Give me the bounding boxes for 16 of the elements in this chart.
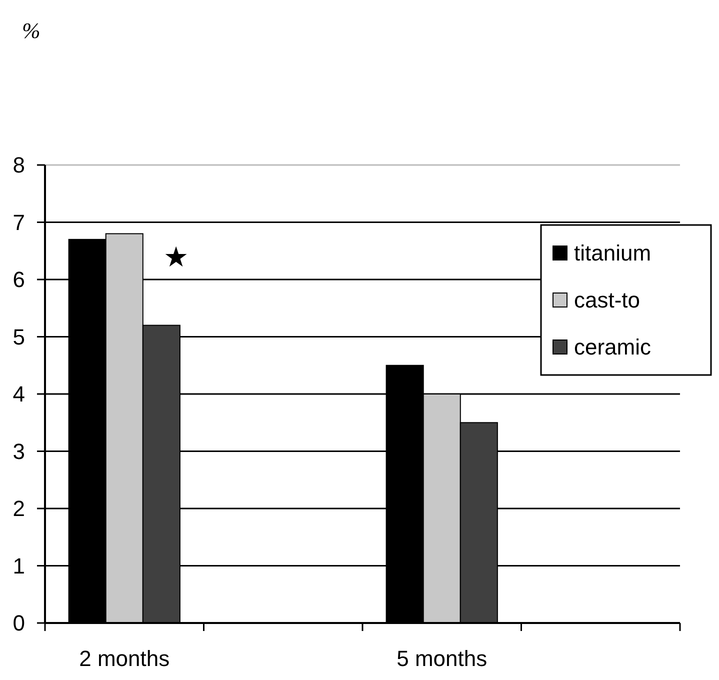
y-tick-label: 0: [12, 610, 25, 636]
annotation: ★: [163, 240, 189, 274]
legend-label: titanium: [574, 240, 652, 266]
y-tick-label: 6: [12, 267, 25, 292]
y-tick-label: 4: [12, 382, 25, 407]
y-tick-label: 8: [12, 152, 25, 178]
y-tick-label: 7: [12, 210, 25, 235]
x-tick-label: 2 months: [79, 646, 170, 671]
y-tick-label: 2: [12, 496, 25, 522]
legend-label: ceramic: [574, 334, 652, 360]
y-tick-label: 1: [12, 553, 25, 578]
legend-label: cast-to: [574, 288, 640, 313]
y-tick-label: 5: [12, 324, 25, 350]
y-axis-title: %: [22, 18, 40, 43]
y-tick-label: 3: [12, 438, 25, 464]
x-tick-label: 5 months: [396, 646, 488, 671]
